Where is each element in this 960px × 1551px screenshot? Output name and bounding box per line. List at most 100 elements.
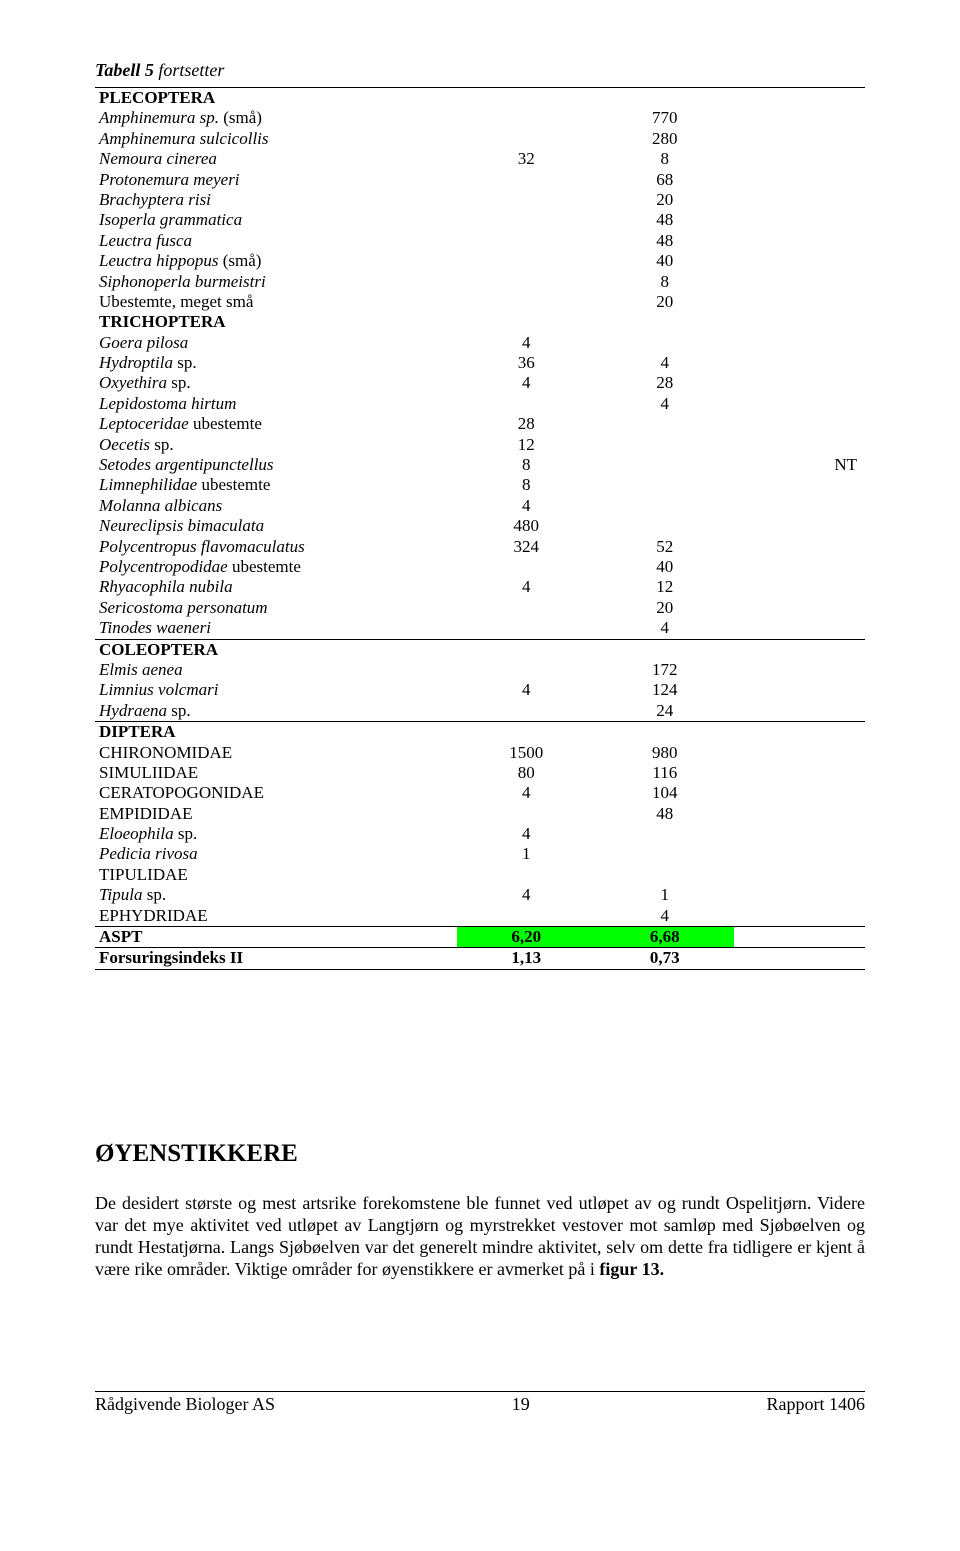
col3-cell: 4 — [595, 353, 734, 373]
col4-cell — [734, 435, 865, 455]
species-name-cell: Isoperla grammatica — [95, 210, 457, 230]
col2-cell — [457, 312, 596, 332]
table-row: EMPIDIDAE 48 — [95, 804, 865, 824]
col4-cell — [734, 272, 865, 292]
col3-cell: 4 — [595, 906, 734, 927]
col4-cell — [734, 557, 865, 577]
table-row: Brachyptera risi20 — [95, 190, 865, 210]
table-row: Leptoceridae ubestemte28 — [95, 414, 865, 434]
col3-cell: 116 — [595, 763, 734, 783]
table-row: Tinodes waeneri4 — [95, 618, 865, 639]
species-name-cell: Amphinemura sulcicollis — [95, 129, 457, 149]
col2-cell: 8 — [457, 455, 596, 475]
species-name-cell: Elmis aenea — [95, 660, 457, 680]
col3-cell: 980 — [595, 743, 734, 763]
col3-cell: 1 — [595, 885, 734, 905]
col2-cell: 12 — [457, 435, 596, 455]
col3-cell — [595, 435, 734, 455]
col3-cell: 124 — [595, 680, 734, 700]
col4-cell — [734, 108, 865, 128]
body-paragraph: De desidert største og mest artsrike for… — [95, 1193, 865, 1281]
species-name-cell: ASPT — [95, 927, 457, 948]
species-name-cell: Leuctra hippopus (små) — [95, 251, 457, 271]
caption-bold: Tabell 5 — [95, 60, 154, 80]
table-row: ASPT6,206,68 — [95, 927, 865, 948]
col4-cell — [734, 722, 865, 743]
table-row: Goera pilosa4 — [95, 333, 865, 353]
col2-cell: 1,13 — [457, 948, 596, 969]
col3-cell: 104 — [595, 783, 734, 803]
species-name-cell: Protonemura meyeri — [95, 170, 457, 190]
table-row: Eloeophila sp.4 — [95, 824, 865, 844]
table-row: Elmis aenea172 — [95, 660, 865, 680]
col2-cell — [457, 598, 596, 618]
table-row: Pedicia rivosa1 — [95, 844, 865, 864]
col2-cell: 4 — [457, 885, 596, 905]
col2-cell — [457, 251, 596, 271]
footer-right: Rapport 1406 — [766, 1394, 865, 1415]
species-name-cell: Hydraena sp. — [95, 701, 457, 722]
col3-cell: 8 — [595, 149, 734, 169]
col3-cell: 52 — [595, 537, 734, 557]
species-name-cell: TRICHOPTERA — [95, 312, 457, 332]
species-name-cell: Eloeophila sp. — [95, 824, 457, 844]
species-name-cell: Molanna albicans — [95, 496, 457, 516]
table-row: TRICHOPTERA — [95, 312, 865, 332]
col2-cell: 6,20 — [457, 927, 596, 948]
col4-cell: NT — [734, 455, 865, 475]
col3-cell — [595, 475, 734, 495]
species-name-cell: Tipula sp. — [95, 885, 457, 905]
col2-cell — [457, 210, 596, 230]
col4-cell — [734, 783, 865, 803]
col4-cell — [734, 906, 865, 927]
col4-cell — [734, 475, 865, 495]
species-name-cell: TIPULIDAE — [95, 865, 457, 885]
col3-cell — [595, 333, 734, 353]
col3-cell — [595, 496, 734, 516]
species-name-cell: Hydroptila sp. — [95, 353, 457, 373]
col3-cell: 4 — [595, 618, 734, 639]
col4-cell — [734, 639, 865, 660]
col4-cell — [734, 927, 865, 948]
species-name-cell: Goera pilosa — [95, 333, 457, 353]
col3-cell: 4 — [595, 394, 734, 414]
col2-cell — [457, 129, 596, 149]
col2-cell — [457, 108, 596, 128]
col2-cell: 32 — [457, 149, 596, 169]
col3-cell: 48 — [595, 231, 734, 251]
col2-cell: 4 — [457, 496, 596, 516]
species-name-cell: Polycentropodidae ubestemte — [95, 557, 457, 577]
species-name-cell: EMPIDIDAE — [95, 804, 457, 824]
table-row: Hydroptila sp.364 — [95, 353, 865, 373]
col2-cell — [457, 190, 596, 210]
col2-cell — [457, 231, 596, 251]
col2-cell: 8 — [457, 475, 596, 495]
table-row: Forsuringsindeks II1,130,73 — [95, 948, 865, 969]
col3-cell: 48 — [595, 804, 734, 824]
section-heading: ØYENSTIKKERE — [95, 1140, 865, 1168]
table-row: Leuctra hippopus (små)40 — [95, 251, 865, 271]
species-name-cell: Neureclipsis bimaculata — [95, 516, 457, 536]
col2-cell: 1 — [457, 844, 596, 864]
col2-cell — [457, 722, 596, 743]
col4-cell — [734, 149, 865, 169]
table-row: PLECOPTERA — [95, 88, 865, 109]
col3-cell — [595, 516, 734, 536]
col4-cell — [734, 865, 865, 885]
col2-cell — [457, 170, 596, 190]
page-footer: Rådgivende Biologer AS 19 Rapport 1406 — [95, 1391, 865, 1415]
col4-cell — [734, 577, 865, 597]
col2-cell — [457, 660, 596, 680]
col3-cell: 0,73 — [595, 948, 734, 969]
table-row: Siphonoperla burmeistri8 — [95, 272, 865, 292]
col3-cell — [595, 88, 734, 109]
col4-cell — [734, 516, 865, 536]
col3-cell: 68 — [595, 170, 734, 190]
species-name-cell: Brachyptera risi — [95, 190, 457, 210]
col3-cell — [595, 639, 734, 660]
col3-cell — [595, 414, 734, 434]
table-row: CHIRONOMIDAE1500980 — [95, 743, 865, 763]
table-row: Sericostoma personatum20 — [95, 598, 865, 618]
col4-cell — [734, 170, 865, 190]
footer-left: Rådgivende Biologer AS — [95, 1394, 275, 1415]
